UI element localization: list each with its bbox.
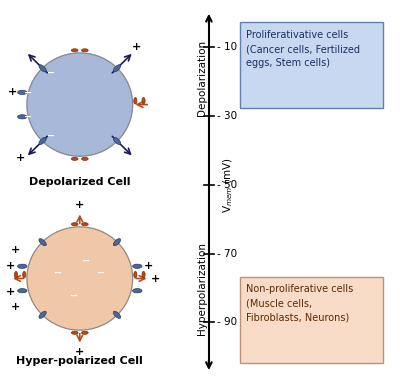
Ellipse shape — [71, 331, 78, 334]
Text: - 90: - 90 — [218, 318, 238, 328]
Text: +: + — [75, 347, 84, 357]
Ellipse shape — [134, 271, 137, 278]
Text: - 50: - 50 — [218, 180, 238, 190]
Text: −: − — [24, 87, 32, 97]
Circle shape — [27, 227, 132, 330]
Ellipse shape — [14, 271, 18, 278]
FancyBboxPatch shape — [240, 276, 383, 363]
Ellipse shape — [71, 223, 78, 226]
Ellipse shape — [39, 137, 46, 144]
Text: −: − — [54, 268, 62, 278]
Ellipse shape — [82, 223, 88, 226]
Text: −: − — [47, 68, 55, 78]
Ellipse shape — [82, 49, 88, 52]
FancyBboxPatch shape — [240, 22, 383, 109]
Ellipse shape — [113, 65, 121, 72]
Text: Hyperpolarization: Hyperpolarization — [197, 241, 207, 335]
Ellipse shape — [134, 97, 137, 104]
Ellipse shape — [39, 311, 46, 318]
Ellipse shape — [82, 331, 88, 334]
Text: +: + — [132, 42, 141, 52]
Text: −: − — [47, 131, 55, 141]
Text: +: + — [8, 87, 17, 97]
Ellipse shape — [113, 137, 121, 144]
Text: +: + — [151, 273, 160, 283]
Ellipse shape — [39, 239, 46, 246]
Ellipse shape — [18, 115, 27, 119]
Ellipse shape — [113, 239, 121, 246]
Ellipse shape — [71, 157, 78, 161]
Text: +: + — [6, 261, 15, 271]
Text: V$_{mem}$ (mV): V$_{mem}$ (mV) — [222, 157, 235, 213]
Text: - 10: - 10 — [218, 42, 238, 52]
Text: −: − — [24, 112, 32, 122]
Ellipse shape — [82, 157, 88, 161]
Ellipse shape — [71, 49, 78, 52]
Text: Depolarized Cell: Depolarized Cell — [29, 177, 130, 187]
Text: +: + — [6, 287, 15, 297]
Ellipse shape — [132, 264, 142, 268]
Text: +: + — [11, 245, 20, 255]
Text: - 70: - 70 — [218, 249, 238, 259]
Ellipse shape — [39, 65, 46, 72]
Ellipse shape — [142, 271, 145, 278]
Text: +: + — [11, 302, 20, 312]
Text: Non-proliferative cells
(Muscle cells,
Fibroblasts, Neurons): Non-proliferative cells (Muscle cells, F… — [246, 284, 353, 322]
Ellipse shape — [23, 271, 26, 278]
Text: +: + — [16, 153, 25, 163]
Text: +: + — [75, 200, 84, 210]
Ellipse shape — [132, 289, 142, 293]
Text: −: − — [70, 291, 78, 301]
Circle shape — [27, 53, 132, 156]
Text: −: − — [82, 256, 90, 266]
Text: Proliferativative cells
(Cancer cells, Fertilized
eggs, Stem cells): Proliferativative cells (Cancer cells, F… — [246, 30, 360, 68]
Text: Depolarization: Depolarization — [197, 40, 207, 116]
Ellipse shape — [18, 289, 27, 293]
Ellipse shape — [18, 90, 27, 94]
Text: - 30: - 30 — [218, 111, 238, 121]
Text: −: − — [97, 268, 105, 278]
Ellipse shape — [142, 97, 145, 104]
Ellipse shape — [18, 264, 27, 268]
Text: +: + — [144, 261, 153, 271]
Ellipse shape — [113, 311, 121, 318]
Text: Hyper-polarized Cell: Hyper-polarized Cell — [16, 356, 143, 366]
